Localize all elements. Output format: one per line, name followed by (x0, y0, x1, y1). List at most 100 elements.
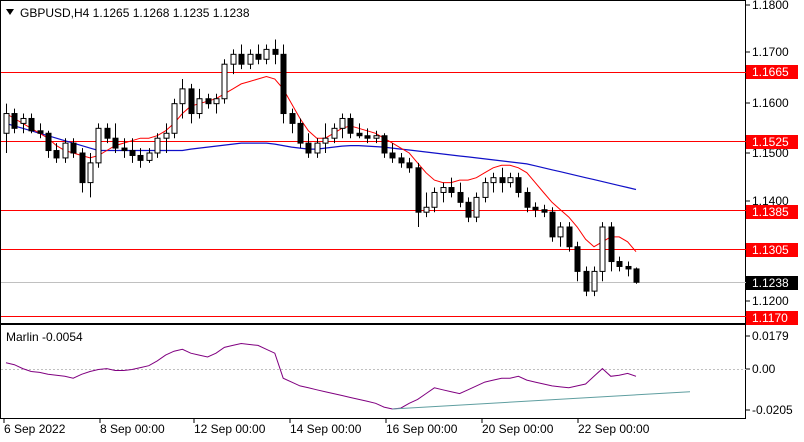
time-label: 6 Sep 2022 (4, 422, 66, 436)
candle (373, 130, 380, 144)
candle (230, 49, 237, 75)
candle (221, 59, 228, 104)
time-axis[interactable]: 6 Sep 2022 8 Sep 00:00 12 Sep 00:00 14 S… (3, 419, 650, 436)
candle-body (381, 135, 388, 154)
candle (557, 222, 564, 247)
candle-body (389, 152, 396, 159)
triangle-down-icon[interactable] (6, 9, 14, 15)
candle-body (121, 147, 128, 152)
level-label: 1.1385 (746, 205, 798, 219)
candle (280, 44, 287, 124)
candle (95, 123, 102, 168)
level-label: 1.1525 (746, 135, 798, 149)
price-axis[interactable]: 1.1800 1.1700 1.1600 1.1500 1.1400 1.120… (746, 0, 789, 308)
candle (129, 138, 136, 163)
candle (633, 267, 640, 284)
price-tick: 1.1500 (752, 146, 789, 160)
candle (524, 187, 531, 213)
candle (213, 93, 220, 114)
level-value: 1.1170 (752, 311, 788, 325)
candle (499, 167, 506, 193)
price-pane[interactable] (0, 0, 746, 324)
candle-body (314, 142, 321, 154)
candle (599, 222, 606, 282)
level-label: 1.1305 (746, 243, 798, 257)
candle (448, 177, 455, 198)
candle-body (28, 117, 35, 132)
candle (465, 197, 472, 223)
candle-body (179, 88, 186, 105)
candle-body (171, 103, 178, 134)
candle-body (62, 142, 69, 159)
candle (398, 153, 405, 168)
candle (490, 172, 497, 193)
candle-body (499, 177, 506, 184)
candle-body (322, 137, 329, 144)
candle (255, 44, 262, 65)
candle (616, 256, 623, 272)
candle (196, 88, 203, 119)
candle (406, 157, 413, 173)
candle (541, 204, 548, 218)
candle-body (507, 177, 514, 184)
candle (515, 172, 522, 198)
candle (263, 44, 270, 65)
level-value: 1.1385 (752, 205, 789, 219)
candle (608, 222, 615, 272)
candle-body (347, 117, 354, 134)
candle-body (221, 63, 228, 100)
candle (45, 130, 52, 158)
level-label: 1.1665 (746, 65, 798, 79)
candle-body (20, 117, 27, 124)
candle-body (440, 187, 447, 193)
candle-body (188, 88, 195, 115)
marlin-indicator (1, 342, 746, 410)
candle-body (11, 113, 18, 129)
candle (322, 123, 329, 153)
candle-body (448, 187, 455, 193)
candle-body (583, 270, 590, 292)
candle (28, 113, 35, 134)
level-label: 1.1170 (746, 311, 798, 325)
candle-body (154, 137, 161, 154)
current-price-value: 1.1238 (752, 276, 789, 290)
candle-body (574, 246, 581, 272)
candle-body (465, 201, 472, 218)
level-value: 1.1525 (752, 135, 789, 149)
candle-body (431, 191, 438, 208)
candle (507, 172, 514, 188)
indicator-pane[interactable] (0, 324, 746, 419)
time-label: 12 Sep 00:00 (194, 422, 266, 436)
time-label: 16 Sep 00:00 (386, 422, 458, 436)
candle-body (566, 226, 573, 248)
candle (179, 79, 186, 119)
candle-body (625, 265, 632, 270)
indicator-tick: 0.00 (752, 362, 776, 376)
candle-body (230, 53, 237, 65)
candle-body (247, 53, 254, 65)
candle-body (415, 167, 422, 213)
candle-body (95, 127, 102, 164)
price-tick: 1.1600 (752, 96, 789, 110)
candle-body (524, 191, 531, 208)
candle-body (608, 226, 615, 263)
moving-averages (5, 75, 637, 253)
level-value: 1.1305 (752, 243, 789, 257)
candle-body (146, 152, 153, 161)
candle (79, 148, 86, 193)
candle-body (3, 113, 10, 134)
current-price-label: 1.1238 (746, 276, 798, 290)
candle (583, 266, 590, 297)
candle (188, 83, 195, 124)
indicator-axis[interactable]: 0.0179 0.00 -0.0205 (746, 329, 793, 417)
candle (37, 123, 44, 139)
time-label: 20 Sep 00:00 (482, 422, 554, 436)
candle-body (423, 206, 430, 213)
candle-body (163, 132, 170, 139)
candle (381, 133, 388, 158)
candle (431, 187, 438, 213)
candle-body (196, 98, 203, 115)
candle (314, 138, 321, 158)
horizontal-levels (1, 72, 746, 317)
